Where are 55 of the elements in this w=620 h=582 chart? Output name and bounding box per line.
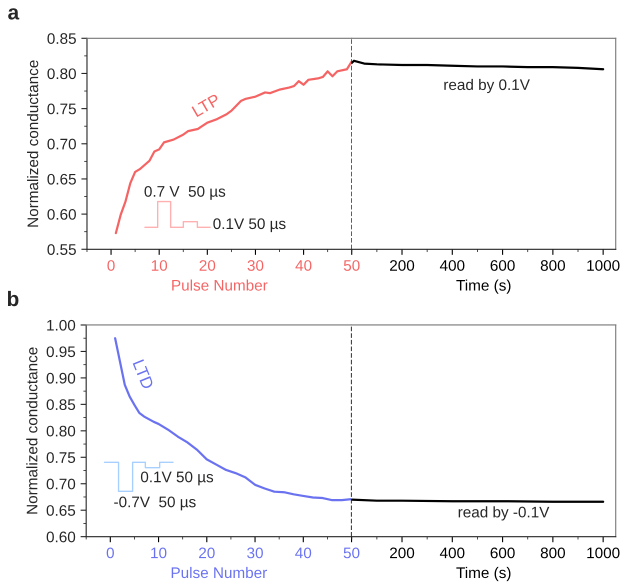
x-tick-label: 0	[106, 547, 114, 558]
x-tick-label: 10	[152, 260, 168, 271]
x-tick-label: 600	[490, 260, 515, 271]
x-tick-label: 200	[390, 547, 414, 558]
chart-title: a	[8, 8, 20, 20]
x-tick-label: 10	[151, 547, 166, 558]
x-tick-label: 40	[295, 260, 312, 271]
line-series	[114, 60, 352, 234]
y-tick-label: 0.75	[47, 103, 76, 114]
y-tick-label: 0.95	[46, 346, 76, 358]
annotation: -0.7V 50 µs	[114, 496, 196, 510]
x-tick-label: 40	[295, 547, 312, 558]
x-tick-label: 20	[200, 260, 216, 271]
y-tick-label: 1.00	[47, 320, 76, 331]
annotation: 0.1V 50 µs	[140, 472, 214, 486]
y-tick-label: 0.70	[47, 138, 76, 150]
y-tick-label: 0.60	[47, 208, 76, 220]
x-tick-label: 30	[248, 260, 264, 271]
y-tick-label: 0.80	[46, 426, 76, 437]
x-tick-label: 50	[344, 260, 360, 271]
annotation: 0.1V 50 µs	[213, 218, 286, 232]
x-axis-title: Time (s)	[456, 279, 510, 294]
x-tick-label: 50	[344, 547, 360, 558]
text: LTP	[192, 94, 221, 118]
x-axis-title: Pulse Number	[172, 566, 268, 578]
x-tick-label: 400	[440, 547, 464, 558]
y-tick-label: 0.85	[47, 33, 76, 44]
x-tick-label: 20	[199, 547, 215, 558]
x-tick-label: 1000	[587, 547, 620, 558]
x-tick-label: 400	[440, 260, 464, 271]
x-axis-title: Pulse Number	[172, 279, 268, 291]
x-tick-label: 800	[540, 547, 566, 558]
y-tick-label: 0.60	[46, 532, 76, 542]
y-axis-title: Normalized conductance	[26, 347, 38, 514]
y-tick-label: 0.80	[47, 68, 76, 80]
y-tick-label: 0.65	[47, 174, 76, 185]
x-tick-label: 30	[247, 547, 263, 558]
y-tick-label: 0.75	[46, 452, 76, 463]
x-tick-label: 800	[540, 260, 566, 271]
text: LTD	[132, 359, 154, 390]
y-tick-label: 0.65	[46, 505, 76, 516]
annotation: read by -0.1V	[458, 506, 550, 520]
chart-title: b	[8, 290, 18, 306]
y-tick-label: 0.70	[46, 478, 76, 490]
x-tick-label: 1000	[587, 260, 620, 271]
y-tick-label: 0.90	[46, 372, 76, 384]
x-tick-label: 600	[490, 547, 515, 558]
y-tick-label: 0.55	[47, 244, 76, 255]
y-axis-title: Normalized conductance	[27, 60, 38, 227]
x-axis-title: Time (s)	[456, 566, 510, 582]
annotation: 0.7 V 50 µs	[144, 186, 226, 200]
x-tick-label: 0	[107, 260, 115, 271]
x-tick-label: 200	[390, 260, 414, 271]
annotation: read by 0.1V	[444, 78, 530, 94]
y-tick-label: 0.85	[46, 399, 76, 410]
